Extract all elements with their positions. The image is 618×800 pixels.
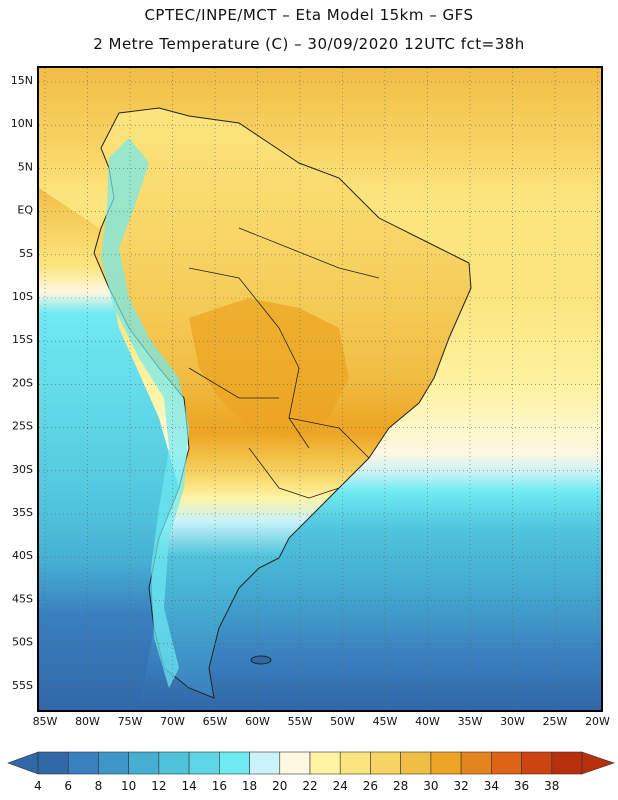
legend-swatch	[339, 751, 371, 775]
legend-value: 32	[453, 779, 468, 793]
pacific-ocean-field	[39, 188, 179, 710]
legend-swatch	[370, 751, 401, 775]
legend-value: 12	[151, 779, 166, 793]
lon-tick-label: 30W	[500, 715, 525, 728]
legend-swatch	[491, 751, 522, 775]
legend-value: 14	[181, 779, 196, 793]
lat-tick-label: 20S	[12, 376, 33, 389]
legend-value: 10	[121, 779, 136, 793]
lat-tick-label: 50S	[12, 636, 33, 649]
lat-tick-label: 45S	[12, 592, 33, 605]
lon-tick-label: 80W	[75, 715, 100, 728]
legend-swatch	[400, 751, 432, 775]
legend-arrow-high	[581, 751, 615, 775]
country-borders	[188, 227, 380, 499]
legend-value: 30	[423, 779, 438, 793]
title-line-2: 2 Metre Temperature (C) – 30/09/2020 12U…	[93, 35, 525, 53]
legend-swatch	[128, 751, 160, 775]
color-legend: 4 6 8 10 12 14 16 18 20 22 24 26 28 30 32 34 36 38	[7, 751, 615, 793]
legend-swatch	[430, 751, 462, 775]
lat-lon-grid	[39, 68, 601, 710]
legend-swatch	[98, 751, 129, 775]
lon-tick-label: 25W	[543, 715, 568, 728]
lon-tick-label: 40W	[415, 715, 440, 728]
legend-swatch	[37, 751, 69, 775]
title-line-1: CPTEC/INPE/MCT – Eta Model 15km – GFS	[144, 6, 474, 24]
longitude-axis: 85W 80W 75W 70W 65W 60W 55W 50W 45W 40W 35W 30W 25W 2…	[33, 715, 610, 728]
legend-value: 26	[363, 779, 378, 793]
legend-value: 38	[544, 779, 559, 793]
lat-tick-label: 15S	[12, 333, 33, 346]
lon-tick-label: 85W	[33, 715, 58, 728]
andes-cold-strip	[101, 138, 189, 688]
hot-interior-zone	[189, 298, 349, 438]
falkland-islands	[250, 655, 272, 665]
legend-swatch	[521, 751, 553, 775]
legend-swatch	[158, 751, 190, 775]
legend-swatch	[551, 751, 583, 775]
legend-value: 36	[514, 779, 529, 793]
legend-value: 16	[212, 779, 227, 793]
legend-swatch	[249, 751, 281, 775]
legend-value: 34	[484, 779, 499, 793]
legend-value: 22	[302, 779, 317, 793]
lon-tick-label: 20W	[585, 715, 610, 728]
lat-tick-label: 15N	[11, 74, 33, 87]
lon-tick-label: 60W	[245, 715, 270, 728]
lat-tick-label: 55S	[12, 679, 33, 692]
legend-value: 20	[272, 779, 287, 793]
lon-tick-label: 45W	[373, 715, 398, 728]
lat-tick-label: EQ	[17, 204, 33, 217]
legend-swatch	[279, 751, 311, 775]
legend-value: 6	[64, 779, 72, 793]
lat-tick-label: 10N	[11, 117, 33, 130]
lat-tick-label: 30S	[12, 463, 33, 476]
lon-tick-label: 65W	[203, 715, 228, 728]
legend-swatch	[188, 751, 220, 775]
legend-value: 8	[95, 779, 103, 793]
legend-arrow-low	[7, 751, 39, 775]
lat-tick-label: 5N	[18, 160, 33, 173]
lat-tick-label: 35S	[12, 506, 33, 519]
temperature-field	[39, 68, 601, 710]
temperature-map	[37, 66, 603, 712]
legend-swatch	[67, 751, 99, 775]
lat-tick-label: 5S	[19, 247, 33, 260]
legend-swatch	[309, 751, 341, 775]
lon-tick-label: 70W	[160, 715, 185, 728]
lon-tick-label: 50W	[330, 715, 355, 728]
lon-tick-label: 35W	[458, 715, 483, 728]
legend-value: 4	[34, 779, 42, 793]
latitude-axis: 15N 10N 5N EQ 5S 10S 15S 20S 25S 30S 35S 40S 45S 50S 5…	[11, 74, 34, 692]
lat-tick-label: 40S	[12, 549, 33, 562]
legend-swatch	[219, 751, 250, 775]
lat-tick-label: 25S	[12, 420, 33, 433]
lon-tick-label: 55W	[288, 715, 313, 728]
legend-swatch	[460, 751, 492, 775]
legend-value: 24	[333, 779, 348, 793]
lon-tick-label: 75W	[118, 715, 143, 728]
legend-value: 18	[242, 779, 257, 793]
legend-value: 28	[393, 779, 408, 793]
lat-tick-label: 10S	[12, 290, 33, 303]
